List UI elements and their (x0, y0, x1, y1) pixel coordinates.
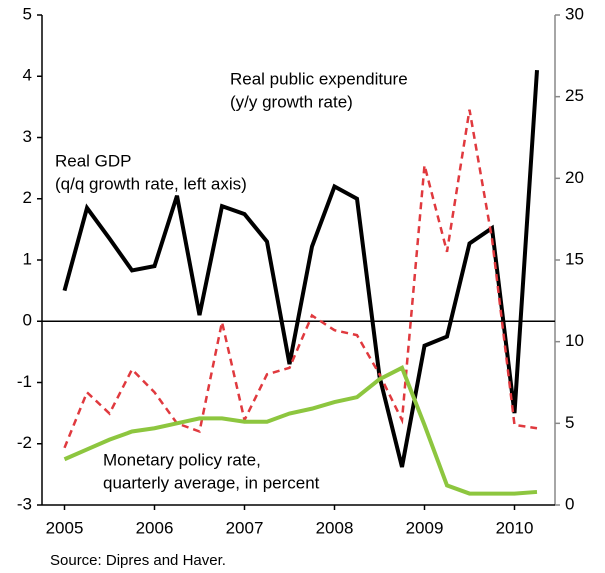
y2-tick-label: 5 (565, 413, 574, 432)
y2-tick-label: 25 (565, 86, 584, 105)
y-tick-label: -1 (17, 372, 32, 391)
series-line (63, 109, 538, 449)
y2-tick-label: 10 (565, 331, 584, 350)
y-tick-label: 4 (23, 66, 32, 85)
annotation: (y/y growth rate) (230, 92, 353, 111)
y-tick-label: 1 (23, 249, 32, 268)
y-tick-label: -3 (17, 494, 32, 513)
series-line (62, 69, 539, 468)
x-tick-label: 2010 (496, 518, 534, 537)
annotation: Monetary policy rate, (103, 450, 261, 469)
y-tick-label: -2 (17, 433, 32, 452)
y2-tick-label: 0 (565, 494, 574, 513)
annotation: quarterly average, in percent (103, 473, 320, 492)
x-tick-label: 2005 (46, 518, 84, 537)
series-line (63, 365, 538, 496)
x-tick-label: 2007 (226, 518, 264, 537)
x-tick-label: 2009 (406, 518, 444, 537)
y2-tick-label: 15 (565, 249, 584, 268)
x-tick-label: 2008 (316, 518, 354, 537)
y2-tick-label: 20 (565, 168, 584, 187)
y-tick-label: 0 (23, 311, 32, 330)
y-tick-label: 5 (23, 4, 32, 23)
annotation: (q/q growth rate, left axis) (55, 174, 247, 193)
y2-tick-label: 30 (565, 4, 584, 23)
y-tick-label: 2 (23, 188, 32, 207)
x-tick-label: 2006 (136, 518, 174, 537)
y-tick-label: 3 (23, 127, 32, 146)
annotation: Real public expenditure (230, 69, 408, 88)
source-note: Source: Dipres and Haver. (50, 552, 226, 569)
annotation: Real GDP (55, 151, 132, 170)
